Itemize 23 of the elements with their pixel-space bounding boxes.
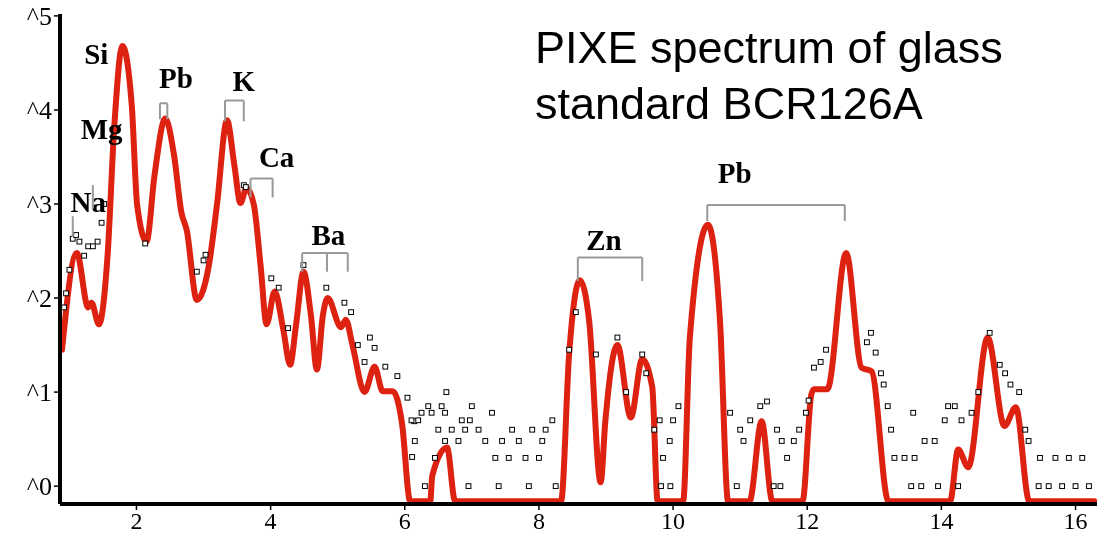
y-tick-label: ^2 (26, 284, 52, 314)
text: PIXE spectrum of glass standard BCR126A (535, 21, 1004, 132)
y-tick-label: ^5 (26, 2, 52, 32)
x-tick-label: 16 (1063, 508, 1088, 535)
y-tick-label: ^3 (26, 190, 52, 220)
annotation: Ba (311, 219, 346, 252)
y-tick-label: ^0 (26, 472, 52, 502)
x-tick-label: 2 (130, 508, 143, 535)
x-tick-label: 12 (795, 508, 820, 535)
x-tick-label: 10 (661, 508, 686, 535)
annotation: Na (70, 186, 107, 219)
x-tick-label: 8 (532, 508, 545, 535)
y-tick-label: ^1 (26, 378, 52, 408)
y-tick-label: ^4 (26, 96, 52, 126)
annotation: Zn (586, 223, 622, 256)
annotation: Ca (258, 140, 295, 173)
annotation: Si (84, 37, 109, 70)
annotation: Pb (159, 61, 193, 94)
annotation: Pb (717, 156, 752, 189)
annotation: K (232, 64, 256, 97)
x-tick-label: 14 (929, 508, 954, 535)
x-tick-label: 6 (398, 508, 411, 535)
x-tick-label: 4 (264, 508, 277, 535)
